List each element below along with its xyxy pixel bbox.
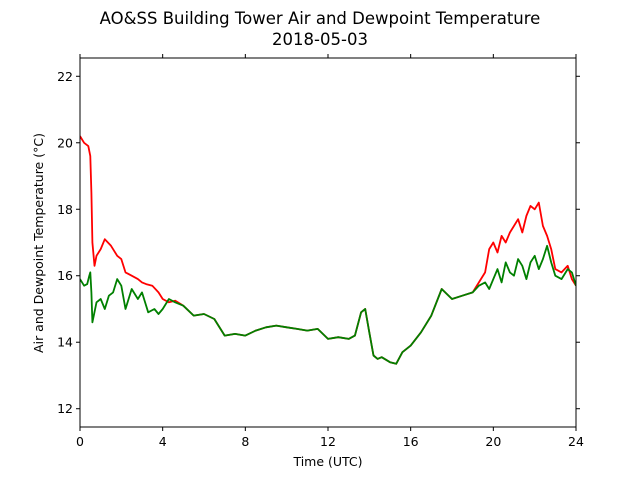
- series-line-1: [80, 244, 576, 365]
- x-tick-label-2: 8: [241, 434, 249, 449]
- y-tick-label-4: 20: [57, 135, 73, 150]
- x-axis-label: Time (UTC): [292, 454, 362, 469]
- series-layer: [80, 135, 576, 365]
- x-tick-label-0: 0: [76, 434, 84, 449]
- y-tick-label-2: 16: [57, 268, 73, 283]
- y-axis: 12 14 16 18 20 22: [57, 69, 580, 416]
- x-tick-label-4: 16: [403, 434, 419, 449]
- y-tick-label-5: 22: [57, 69, 73, 84]
- chart-title: AO&SS Building Tower Air and Dewpoint Te…: [100, 9, 541, 28]
- y-tick-label-1: 14: [57, 335, 73, 350]
- x-tick-label-6: 24: [568, 434, 584, 449]
- x-tick-label-5: 20: [485, 434, 501, 449]
- y-axis-label: Air and Dewpoint Temperature (°C): [31, 133, 46, 353]
- y-tick-label-3: 18: [57, 202, 73, 217]
- x-axis: 0 4 8 12 16 20 24: [76, 54, 584, 449]
- chart-subtitle: 2018-05-03: [272, 30, 368, 49]
- x-tick-label-3: 12: [320, 434, 336, 449]
- x-tick-label-1: 4: [159, 434, 167, 449]
- y-tick-label-0: 12: [57, 401, 73, 416]
